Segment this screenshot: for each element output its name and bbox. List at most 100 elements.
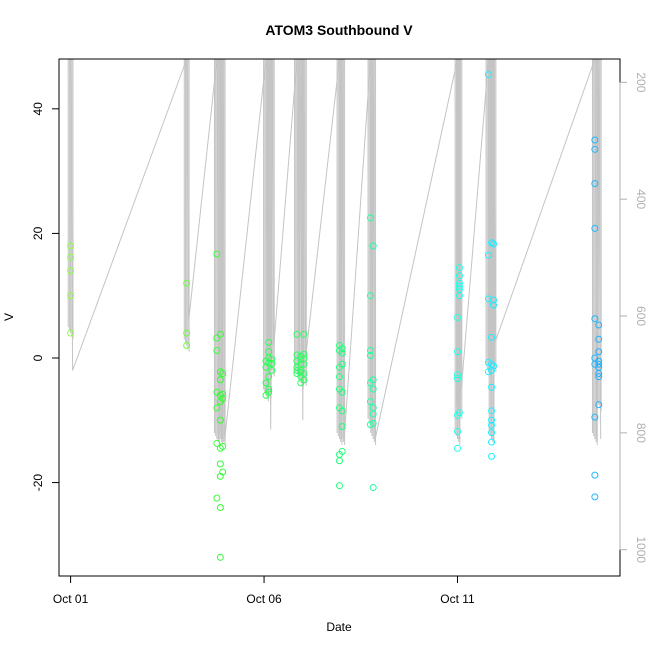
data-point [268,360,276,368]
x-axis-label: Date [326,620,352,634]
data-point [183,279,191,287]
data-point [268,355,276,363]
data-point [219,394,227,402]
data-point [488,416,496,424]
data-point [213,439,221,447]
data-point [297,368,305,376]
data-point [489,301,497,309]
data-point [213,404,221,412]
data-point [338,447,346,455]
data-point [595,370,603,378]
right-tick-label: 1000 [634,536,648,563]
data-point [454,375,462,383]
right-axis: 200 400 600 800 1000 [619,72,648,563]
data-point [369,385,377,393]
data-point [216,553,224,561]
profile-line [70,58,602,440]
data-point [455,409,463,417]
data-point [183,329,191,337]
data-point [484,71,492,79]
data-point [216,503,224,511]
data-point [293,330,301,338]
data-point [488,383,496,391]
data-point [366,351,374,359]
data-point [216,368,224,376]
data-point [67,329,75,337]
right-tick-label: 800 [634,423,648,443]
data-point [213,250,221,258]
data-points [67,71,603,561]
data-point [338,423,346,431]
data-point [216,444,224,452]
data-point [455,292,463,300]
chart-title: ATOM3 Southbound V [265,22,413,38]
data-point [454,371,462,379]
data-point [484,295,492,303]
data-point [488,438,496,446]
data-point [338,360,346,368]
data-point [488,407,496,415]
y-tick-label: 0 [31,354,45,361]
data-point [591,413,599,421]
data-point [595,373,603,381]
data-point [595,401,603,409]
data-point [366,292,374,300]
data-point [338,349,346,357]
data-point [455,264,463,272]
x-axis: Oct 01 Oct 06 Oct 11 [53,575,475,606]
data-point [484,368,492,376]
data-point [454,444,462,452]
data-point [454,314,462,321]
data-point [455,272,463,280]
data-point [219,370,227,378]
x-tick-label: Oct 06 [246,592,282,606]
data-point [366,398,374,406]
data-point [336,457,343,465]
data-point [489,296,497,304]
data-point [484,251,492,259]
data-point [268,366,276,374]
data-point [183,342,191,350]
data-point [338,388,346,396]
data-point [262,379,270,387]
y-tick-label: 20 [31,226,45,240]
data-point [488,429,496,437]
x-tick-label: Oct 11 [440,592,475,606]
data-point [213,334,221,342]
x-tick-label: Oct 01 [53,592,89,606]
data-point [488,452,496,460]
y-tick-label: -20 [31,474,45,492]
data-point [336,373,343,381]
data-point [369,376,377,384]
data-point [213,494,221,502]
data-point [300,330,308,338]
data-point [216,376,224,384]
y-tick-label: 40 [31,102,45,116]
data-point [67,292,75,300]
data-point [591,315,599,323]
right-tick-label: 600 [634,306,648,326]
data-point [300,360,308,368]
data-point [293,366,301,374]
data-point [455,282,463,290]
data-point [300,376,308,384]
data-point [595,321,603,329]
data-point [591,136,599,144]
data-point [366,214,374,222]
data-point [366,347,374,355]
data-point [489,362,497,370]
right-tick-label: 400 [634,189,648,209]
data-point [300,350,308,358]
data-point [488,239,496,247]
data-point [488,421,496,429]
right-tick-label: 200 [634,72,648,92]
data-point [265,373,273,381]
data-point [591,145,599,153]
y-axis: -20 0 20 40 [31,102,60,492]
data-point [216,416,224,424]
data-point [265,385,273,393]
data-point [67,242,75,250]
data-point [591,224,599,232]
data-point [369,242,377,250]
data-point [591,493,599,501]
